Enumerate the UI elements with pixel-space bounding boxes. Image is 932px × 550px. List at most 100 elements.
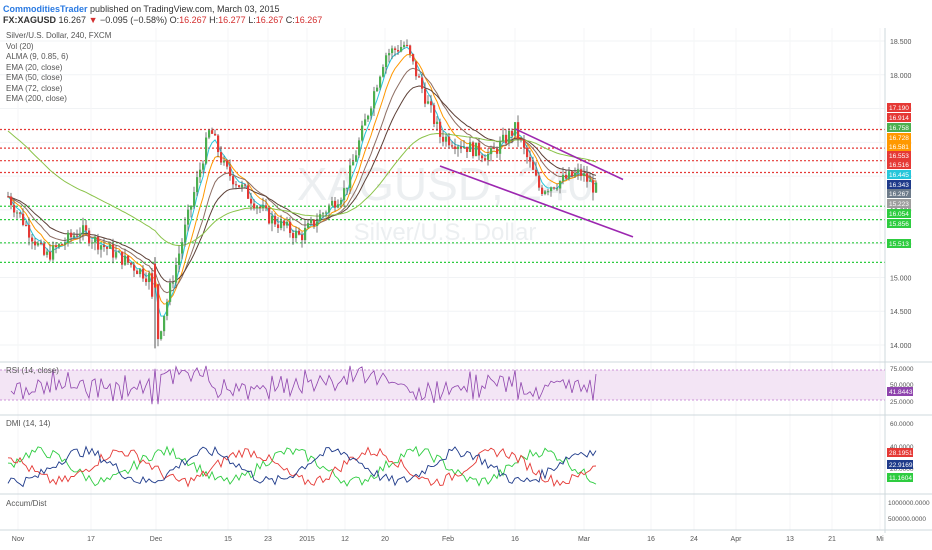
candle [241,184,244,188]
price-change: −0.095 (−0.58%) [100,15,168,25]
candle [304,227,307,241]
price-tag: 16.445 [887,170,911,179]
candle [22,213,25,225]
candle [556,188,559,190]
dmi-label[interactable]: DMI (14, 14) [6,419,51,428]
legend-title[interactable]: Silver/U.S. Dollar, 240, FXCM [6,31,112,40]
candle [370,108,373,116]
candle [448,136,451,146]
candle [199,169,202,178]
candle [331,200,334,206]
candle [271,215,274,224]
candle [244,184,247,186]
candle [583,173,586,176]
publisher-name[interactable]: CommoditiesTrader [3,4,88,14]
candle [193,192,196,206]
dmi-panel: 60.0000 40.0000 20.0000 28.1951 22.9169 11.16… [7,421,930,523]
dmi-tick-label: 20.0000 [890,466,914,473]
candle [496,149,499,154]
candle [427,101,430,104]
candle [205,137,208,164]
price-tag-bg [887,123,911,132]
legend-item-vol[interactable]: Vol (20) [6,41,34,51]
candle [163,315,166,332]
price-tag-bg [887,170,911,179]
candle [79,233,82,237]
time-tick-label: 24 [690,536,698,543]
candle [460,146,463,148]
price-tag-label: 16.581 [889,144,909,151]
dmi-plus-line [7,445,597,487]
time-tick-label: 17 [87,536,95,543]
time-tick-label: Mar [578,536,591,543]
price-tag: 16.758 [887,123,911,132]
candle [502,134,505,142]
price-tag-label: 15.513 [889,241,909,248]
candle [67,232,70,244]
price-tag: 16.516 [887,160,911,169]
candle [592,180,595,193]
dmi-value: 22.9169 [889,462,913,469]
publish-line: CommoditiesTrader published on TradingVi… [3,4,280,14]
dmi-minus-line [7,446,597,488]
candle [388,53,391,56]
candle [385,55,388,68]
candle [325,212,328,214]
trend-channel[interactable] [439,128,634,238]
candle [157,284,160,340]
rsi-label[interactable]: RSI (14, close) [6,366,59,375]
candle [211,130,214,134]
candle [31,237,34,242]
legend-item-alma[interactable]: ALMA (9, 0.85, 6) [6,52,69,61]
open-label: O: [169,15,180,25]
price-tag-label: 16.553 [889,153,909,160]
candle [409,45,412,55]
time-axis[interactable]: Nov 17 Dec 15 23 2015 12 20 Feb 16 Mar 16 24 Apr 13 21 M… [12,536,884,543]
candle [307,223,310,228]
dmi-value: 11.1604 [889,475,912,482]
price-tag-label: 16.343 [889,182,909,189]
time-tick-label: Dec [150,536,163,543]
dmi-tick-label: 40.0000 [890,444,914,451]
legend-item-ema50[interactable]: EMA (50, close) [6,73,63,82]
candle [430,101,433,106]
candle [94,236,97,243]
candle [562,174,565,182]
candle [391,48,394,54]
candle [91,242,94,244]
candle [187,209,190,225]
time-tick-label: 20 [381,536,389,543]
price-tick-label: 18.000 [890,73,912,80]
candle [457,146,460,150]
candle [124,255,127,265]
candle [10,196,13,206]
price-tag-bg [887,189,911,198]
accum-label[interactable]: Accum/Dist [6,499,47,508]
price-tag-label: 16.516 [889,162,909,169]
candle [451,145,454,147]
candle [523,139,526,148]
horizontal-levels [0,128,885,263]
candle [484,158,487,160]
candle [571,171,574,177]
candle [469,142,472,152]
candle [511,130,514,136]
time-tick-label: Apr [731,536,743,543]
legend-item-ema20[interactable]: EMA (20, close) [6,62,63,72]
legend-item-ema200[interactable]: EMA (200, close) [6,94,67,103]
ema200-line [7,130,597,247]
candle [526,147,529,158]
rsi-value-tag [887,387,913,396]
price-tag-bg [887,151,911,160]
legend-item-ema72[interactable]: EMA (72, close) [6,83,63,93]
price-tag-label: 16.445 [889,172,909,179]
candle [265,205,268,208]
last-price: 16.267 [58,15,87,25]
candle [184,224,187,243]
candle [166,301,169,316]
channel-lower-line [439,165,634,238]
candlesticks [7,39,598,349]
price-tag: 15.856 [887,219,911,228]
price-tag: 16.343 [887,180,911,189]
